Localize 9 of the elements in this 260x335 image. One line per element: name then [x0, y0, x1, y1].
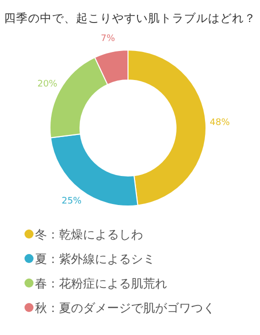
legend-label: 冬：乾燥によるしわ [35, 228, 143, 242]
data-label: 20% [37, 80, 58, 90]
legend-label: 春：花粉症による肌荒れ [35, 276, 167, 290]
data-label: 7% [100, 34, 116, 44]
data-label: 48% [210, 118, 230, 128]
data-label: 25% [62, 196, 82, 207]
legend-label: 秋：夏のダメージで肌がゴワつく [35, 301, 215, 315]
chart-title: 四季の中で、起こりやすい肌トラブルはどれ？ [4, 11, 256, 25]
legend-label: 夏：紫外線によるシミ [35, 252, 155, 266]
